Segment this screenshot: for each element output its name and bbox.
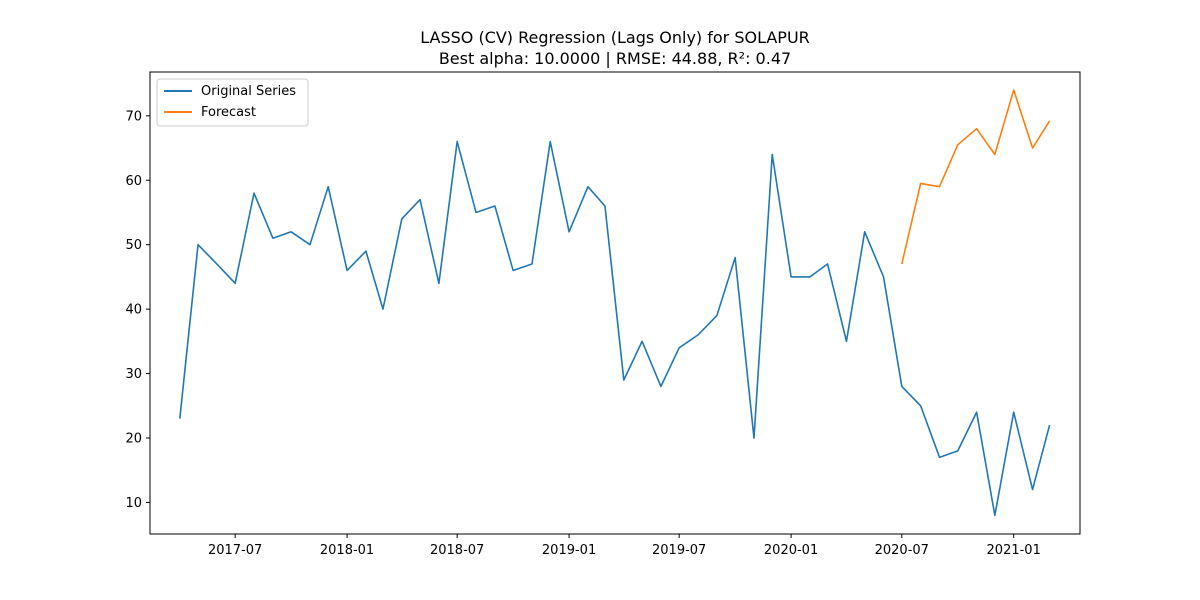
y-axis: 10 20 30 40 50 60 70 bbox=[125, 109, 150, 511]
y-tick-label-40: 40 bbox=[125, 303, 142, 318]
chart-title: LASSO (CV) Regression (Lags Only) for SO… bbox=[420, 28, 810, 47]
x-tick-label-2020-01: 2020-01 bbox=[764, 543, 818, 558]
x-tick-label-2019-07: 2019-07 bbox=[652, 543, 706, 558]
y-tick-label-10: 10 bbox=[125, 496, 142, 511]
legend: Original Series Forecast bbox=[156, 78, 309, 127]
x-tick-label-2018-07: 2018-07 bbox=[430, 543, 484, 558]
legend-label-forecast: Forecast bbox=[201, 105, 256, 120]
y-tick-label-30: 30 bbox=[125, 367, 142, 382]
y-tick-label-50: 50 bbox=[125, 238, 142, 253]
legend-box bbox=[156, 78, 309, 127]
chart-subtitle: Best alpha: 10.0000 | RMSE: 44.88, R²: 0… bbox=[439, 49, 791, 68]
x-axis: 2017-07 2018-01 2018-07 2019-01 2019-07 2020-… bbox=[208, 534, 1041, 558]
x-tick-label-2021-01: 2021-01 bbox=[987, 543, 1041, 558]
series-line-forecast bbox=[901, 89, 1051, 265]
x-tick-label-2019-01: 2019-01 bbox=[542, 543, 596, 558]
series-line-original-series bbox=[179, 140, 1051, 517]
x-tick-label-2017-07: 2017-07 bbox=[208, 543, 262, 558]
x-tick-label-2020-07: 2020-07 bbox=[875, 543, 929, 558]
y-tick-label-20: 20 bbox=[125, 431, 142, 446]
y-tick-label-60: 60 bbox=[125, 174, 142, 189]
legend-label-original-series: Original Series bbox=[201, 84, 296, 99]
series-lines bbox=[179, 89, 1051, 517]
x-tick-label-2018-01: 2018-01 bbox=[320, 543, 374, 558]
y-tick-label-70: 70 bbox=[125, 109, 142, 124]
